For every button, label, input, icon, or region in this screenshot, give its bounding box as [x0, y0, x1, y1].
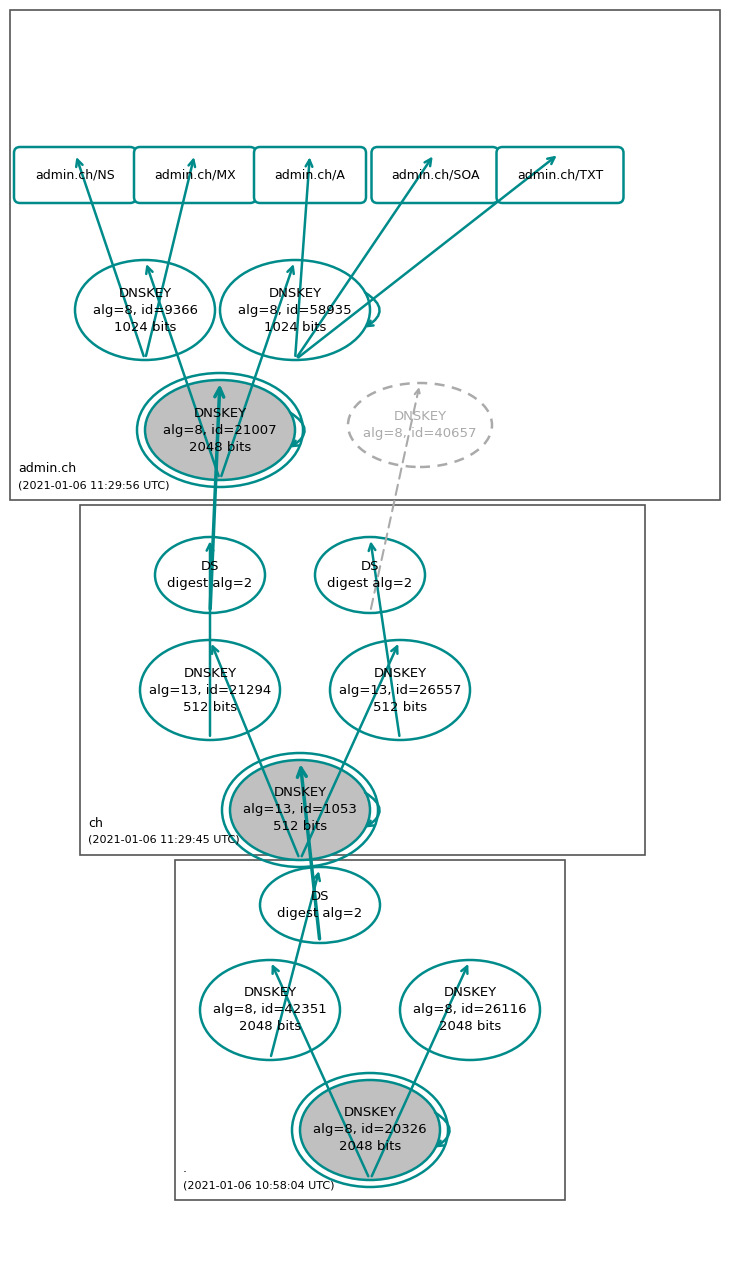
- Text: DNSKEY
alg=13, id=21294
512 bits: DNSKEY alg=13, id=21294 512 bits: [149, 667, 271, 713]
- Bar: [10, 10, 720, 500]
- Text: DS
digest alg=2: DS digest alg=2: [327, 560, 412, 590]
- Ellipse shape: [230, 760, 370, 860]
- Text: DNSKEY
alg=8, id=20326
2048 bits: DNSKEY alg=8, id=20326 2048 bits: [313, 1107, 427, 1154]
- Ellipse shape: [315, 537, 425, 613]
- Ellipse shape: [75, 259, 215, 360]
- Text: DS
digest alg=2: DS digest alg=2: [277, 889, 363, 920]
- Text: DNSKEY
alg=8, id=40657: DNSKEY alg=8, id=40657: [363, 410, 477, 440]
- Text: admin.ch/MX: admin.ch/MX: [154, 169, 236, 181]
- Ellipse shape: [140, 640, 280, 740]
- FancyBboxPatch shape: [254, 147, 366, 203]
- Bar: [80, 505, 645, 855]
- Text: DNSKEY
alg=8, id=9366
1024 bits: DNSKEY alg=8, id=9366 1024 bits: [93, 286, 197, 334]
- Text: DS
digest alg=2: DS digest alg=2: [167, 560, 253, 590]
- Text: ch: ch: [88, 817, 103, 829]
- Text: (2021-01-06 11:29:56 UTC): (2021-01-06 11:29:56 UTC): [18, 481, 170, 489]
- Ellipse shape: [145, 380, 295, 481]
- FancyBboxPatch shape: [14, 147, 136, 203]
- Text: DNSKEY
alg=13, id=1053
512 bits: DNSKEY alg=13, id=1053 512 bits: [243, 786, 357, 833]
- Ellipse shape: [220, 259, 370, 360]
- Ellipse shape: [200, 960, 340, 1059]
- Ellipse shape: [260, 866, 380, 943]
- Text: DNSKEY
alg=8, id=58935
1024 bits: DNSKEY alg=8, id=58935 1024 bits: [238, 286, 352, 334]
- Text: (2021-01-06 11:29:45 UTC): (2021-01-06 11:29:45 UTC): [88, 835, 240, 845]
- FancyBboxPatch shape: [371, 147, 499, 203]
- Text: admin.ch/NS: admin.ch/NS: [35, 169, 115, 181]
- Ellipse shape: [155, 537, 265, 613]
- Ellipse shape: [330, 640, 470, 740]
- Ellipse shape: [348, 383, 492, 466]
- Text: DNSKEY
alg=13, id=26557
512 bits: DNSKEY alg=13, id=26557 512 bits: [338, 667, 461, 713]
- Text: admin.ch/A: admin.ch/A: [275, 169, 346, 181]
- Text: DNSKEY
alg=8, id=42351
2048 bits: DNSKEY alg=8, id=42351 2048 bits: [213, 987, 327, 1034]
- Text: DNSKEY
alg=8, id=21007
2048 bits: DNSKEY alg=8, id=21007 2048 bits: [163, 406, 277, 454]
- Bar: [175, 860, 565, 1200]
- Text: admin.ch/TXT: admin.ch/TXT: [517, 169, 603, 181]
- Text: .: .: [183, 1162, 187, 1174]
- Text: (2021-01-06 10:58:04 UTC): (2021-01-06 10:58:04 UTC): [183, 1180, 335, 1190]
- Ellipse shape: [300, 1080, 440, 1180]
- Ellipse shape: [400, 960, 540, 1059]
- Text: admin.ch/SOA: admin.ch/SOA: [391, 169, 480, 181]
- Text: DNSKEY
alg=8, id=26116
2048 bits: DNSKEY alg=8, id=26116 2048 bits: [413, 987, 527, 1034]
- Text: admin.ch: admin.ch: [18, 463, 76, 475]
- FancyBboxPatch shape: [496, 147, 624, 203]
- FancyBboxPatch shape: [134, 147, 256, 203]
